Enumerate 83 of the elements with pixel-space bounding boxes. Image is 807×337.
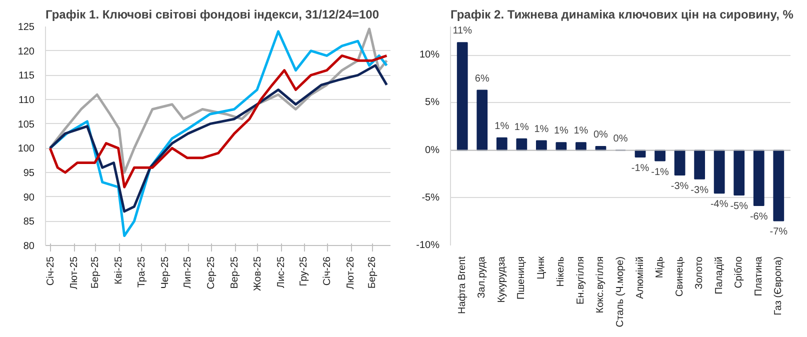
data-label: 1% — [514, 122, 529, 133]
y-tick-label: 80 — [23, 241, 35, 252]
y-tick-label: 100 — [18, 144, 35, 155]
x-tick-label: Січ-26 — [322, 256, 334, 286]
x-tick-label: Кві-25 — [114, 256, 125, 284]
bar — [476, 90, 488, 151]
y-tick-label: -10% — [416, 240, 440, 251]
x-tick-label: Сталь (Ч.море) — [615, 256, 626, 328]
data-label: -1% — [651, 166, 670, 178]
x-tick-label: Кукурудза — [496, 256, 508, 303]
x-tick-label: Лют-25 — [68, 256, 80, 290]
x-tick-label: Кокс.вугілля — [595, 256, 606, 314]
y-tick-label: 105 — [18, 119, 35, 130]
y-tick-label: -5% — [422, 192, 440, 204]
line-series — [48, 28, 388, 174]
data-label: -1% — [631, 162, 650, 174]
x-tick-label: Пшениця — [516, 256, 528, 300]
bar — [773, 150, 784, 222]
y-tick-label: 85 — [23, 216, 35, 228]
bar — [734, 150, 745, 196]
bar — [556, 142, 567, 151]
bar — [456, 42, 468, 151]
y-tick-label: 120 — [18, 46, 35, 58]
x-tick-label: Паладій — [714, 256, 725, 294]
bar — [654, 150, 666, 162]
data-label: 1% — [534, 124, 549, 135]
x-tick-label: Нафта Brent — [456, 256, 468, 314]
bar — [516, 138, 528, 151]
x-tick-label: Січ-25 — [45, 256, 56, 286]
x-tick-label: Тра-25 — [136, 256, 148, 288]
y-tick-label: 95 — [23, 168, 35, 179]
bar — [753, 150, 764, 206]
x-tick-label: Газ (Європа) — [773, 256, 784, 316]
x-tick-label: Свинець — [674, 256, 686, 297]
x-tick-label: Срібло — [734, 256, 745, 288]
line-series — [48, 54, 388, 188]
x-tick-label: Цинк — [536, 256, 547, 280]
data-label: 0% — [594, 129, 608, 140]
chart-title: Графік 2. Тижнева динаміка ключових цін на сировину, % — [450, 8, 794, 22]
data-label: 1% — [554, 126, 569, 137]
y-tick-label: 10% — [419, 50, 440, 61]
x-tick-label: Чер-25 — [160, 256, 171, 289]
data-label: 6% — [474, 73, 490, 84]
y-tick-label: 115 — [18, 70, 35, 82]
y-tick-label: 90 — [23, 192, 35, 204]
x-tick-label: Мідь — [654, 256, 666, 278]
bar — [674, 150, 686, 176]
data-label: -6% — [750, 212, 768, 223]
x-tick-label: Платина — [753, 256, 764, 296]
y-tick-label: 0% — [425, 144, 440, 156]
line-series — [48, 64, 388, 213]
data-label: -3% — [690, 184, 709, 196]
x-tick-label: Жов-25 — [252, 256, 264, 291]
bar — [714, 150, 725, 194]
x-tick-label: Золото — [694, 256, 706, 290]
x-tick-label: Алюміній — [634, 256, 646, 299]
data-label: 1% — [494, 120, 510, 132]
x-tick-label: Бер-26 — [366, 256, 378, 289]
data-label: 1% — [574, 126, 588, 137]
bar — [576, 142, 586, 151]
x-tick-label: Зал.руда — [476, 256, 488, 298]
data-label: -4% — [710, 199, 728, 210]
data-label: -7% — [770, 226, 788, 238]
chart-title: Графік 1. Ключові світові фондові індекси, 31/12/24=100 — [46, 8, 380, 22]
x-tick-label: Лют-26 — [346, 256, 357, 290]
bar — [496, 137, 508, 151]
x-tick-label: Ен.вугілля — [575, 256, 586, 305]
x-tick-label: Вер-25 — [230, 256, 241, 289]
x-tick-label: Сер-25 — [206, 256, 218, 290]
data-label: -5% — [730, 201, 748, 212]
x-tick-label: Лис-25 — [276, 256, 287, 288]
x-tick-label: Гру-25 — [298, 256, 310, 286]
bar — [694, 150, 706, 180]
data-label: 0% — [613, 133, 628, 144]
y-tick-label: 110 — [18, 95, 35, 106]
y-tick-label: 125 — [18, 22, 35, 33]
y-tick-label: 5% — [425, 97, 440, 108]
data-label: 11% — [452, 26, 472, 37]
x-tick-label: Лип-25 — [182, 256, 194, 289]
bar — [536, 140, 547, 151]
x-tick-label: Бер-25 — [90, 256, 102, 289]
data-label: -3% — [670, 181, 689, 192]
x-tick-label: Нікель — [556, 256, 567, 287]
